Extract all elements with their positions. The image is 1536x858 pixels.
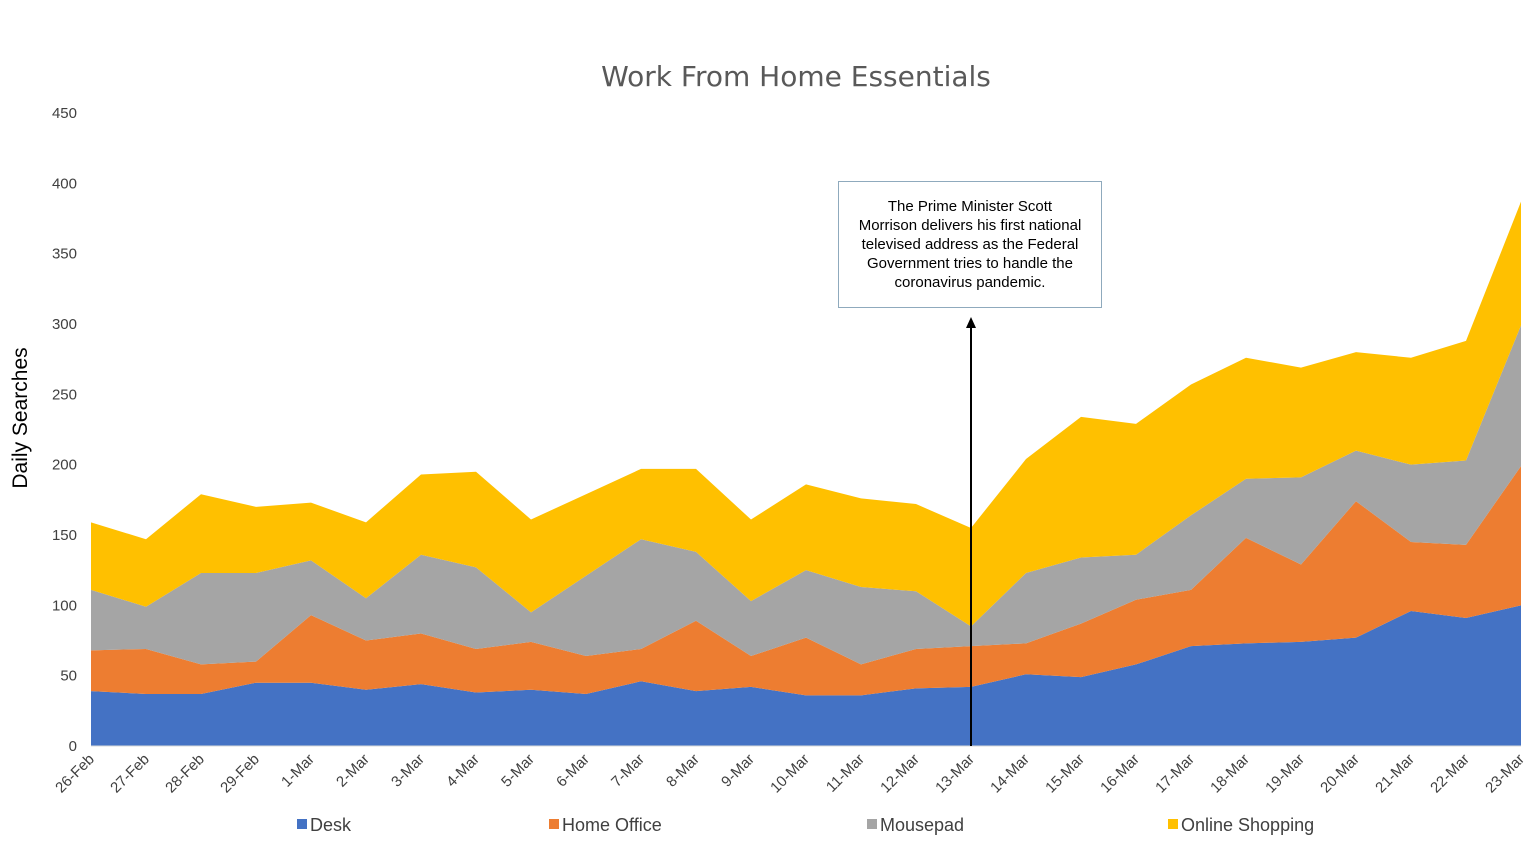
y-tick-label: 250 [52,386,77,403]
area-mousepad [91,325,1521,665]
x-tick-label: 19-Mar [1262,751,1308,797]
legend-swatch-mousepad [867,819,877,829]
x-tick-label: 1-Mar [278,751,318,791]
y-tick-label: 0 [69,738,77,755]
x-tick-label: 22-Mar [1427,751,1473,797]
x-tick-label: 13-Mar [932,751,978,797]
x-tick-label: 16-Mar [1097,751,1143,797]
x-tick-label: 12-Mar [877,751,923,797]
y-tick-label: 450 [52,105,77,122]
chart-title: Work From Home Essentials [601,60,991,93]
legend-swatch-home-office [549,819,559,829]
x-tick-label: 27-Feb [107,751,153,797]
x-tick-label: 20-Mar [1317,751,1363,797]
area-online-shopping [91,201,1521,627]
stacked-areas [91,201,1521,746]
x-tick-label: 10-Mar [767,751,813,797]
area-desk [91,605,1521,746]
legend-label-mousepad: Mousepad [880,815,964,835]
x-tick-label: 2-Mar [333,751,373,791]
x-tick-label: 7-Mar [608,751,648,791]
legend: Desk Home Office Mousepad Online Shopping [297,815,1314,835]
x-tick-label: 6-Mar [553,751,593,791]
x-tick-label: 15-Mar [1042,751,1088,797]
x-tick-label: 4-Mar [443,751,483,791]
annotation-arrow-head [966,317,976,328]
legend-swatch-online-shopping [1168,819,1178,829]
y-tick-label: 350 [52,246,77,263]
legend-swatch-desk [297,819,307,829]
x-tick-label: 11-Mar [823,751,868,796]
x-tick-label: 21-Mar [1372,751,1418,797]
x-tick-label: 29-Feb [217,751,263,797]
x-tick-label: 23-Mar [1482,751,1528,797]
annotation-arrow [966,317,976,746]
x-tick-label: 17-Mar [1152,751,1198,797]
y-tick-label: 50 [60,668,77,685]
y-tick-label: 150 [52,527,77,544]
y-tick-label: 300 [52,316,77,333]
legend-label-online-shopping: Online Shopping [1181,815,1314,835]
legend-label-desk: Desk [310,815,352,835]
x-tick-label: 5-Mar [498,751,538,791]
y-axis-ticks: 0 50 100 150 200 250 300 350 400 450 [52,105,77,755]
x-tick-label: 3-Mar [388,751,428,791]
x-tick-label: 9-Mar [718,751,758,791]
area-home-office [91,466,1521,696]
x-tick-label: 18-Mar [1207,751,1253,797]
x-tick-label: 28-Feb [162,751,208,797]
x-tick-label: 26-Feb [52,751,98,797]
x-tick-label: 8-Mar [663,751,703,791]
y-tick-label: 100 [52,597,77,614]
x-axis-ticks: 26-Feb 27-Feb 28-Feb 29-Feb 1-Mar 2-Mar 3-Mar 4… [52,751,1528,797]
legend-label-home-office: Home Office [562,815,662,835]
x-tick-label: 14-Mar [987,751,1033,797]
y-tick-label: 200 [52,457,77,474]
y-tick-label: 400 [52,175,77,192]
y-axis-label: Daily Searches [9,347,32,488]
annotation-callout: The Prime Minister Scott Morrison delive… [838,181,1102,308]
